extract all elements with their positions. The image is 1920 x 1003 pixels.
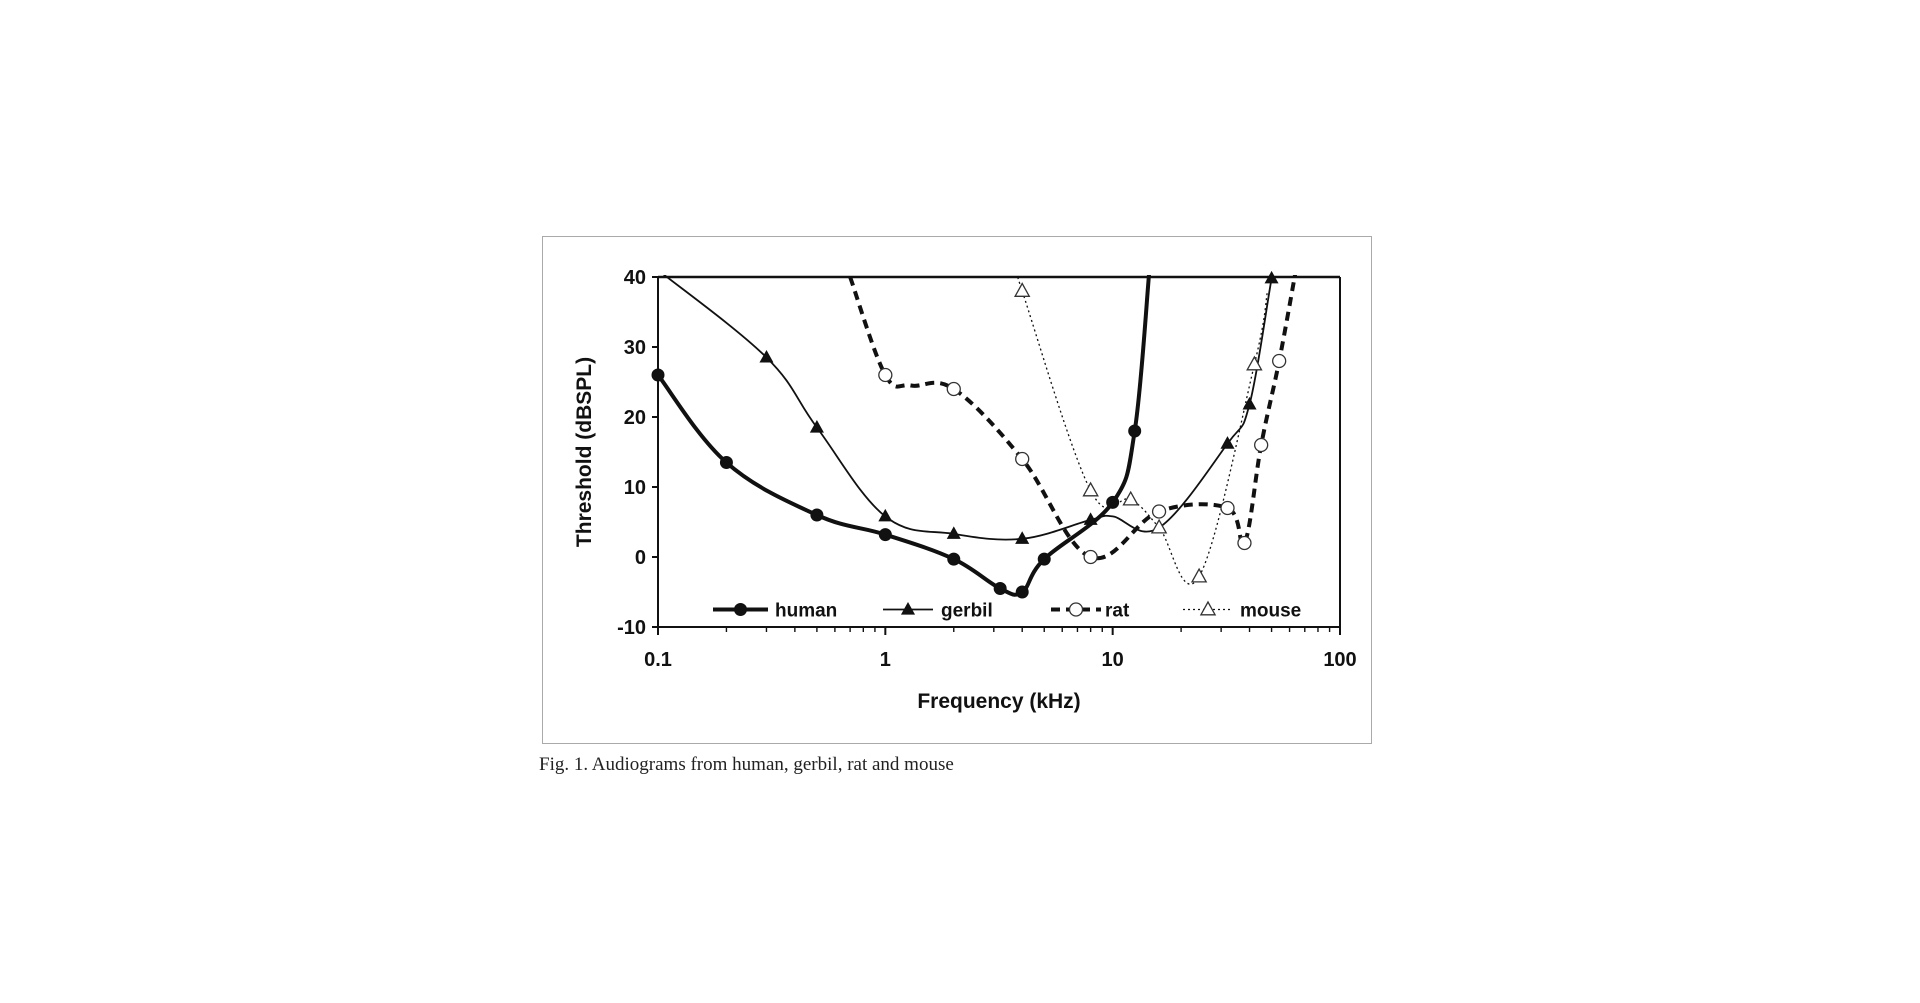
y-tick-label: -10 — [617, 617, 646, 639]
data-point-rat — [878, 367, 893, 383]
legend-label: human — [775, 601, 837, 622]
figure-caption: Fig. 1. Audiograms from human, gerbil, r… — [539, 754, 954, 775]
axes-layer: -10 0 10 20 30 40 0.1 1 10 100 Frequency (kHz) Thre… — [573, 267, 1357, 713]
data-point-human — [719, 456, 733, 469]
series-line-mouse — [1016, 275, 1269, 585]
y-tick-label: 10 — [624, 477, 646, 499]
data-point-mouse — [1246, 355, 1263, 371]
data-point-gerbil — [878, 508, 893, 522]
figure-frame: -10 0 10 20 30 40 0.1 1 10 100 Frequency (kHz) Thre… — [542, 236, 1372, 744]
data-point-rat — [1151, 504, 1167, 519]
legend-label: mouse — [1240, 601, 1301, 622]
data-point-gerbil — [759, 349, 774, 363]
data-point-rat — [1015, 451, 1030, 467]
data-point-human — [993, 582, 1007, 595]
data-point-mouse — [1013, 282, 1031, 297]
x-tick-label: 100 — [1323, 649, 1356, 671]
data-point-human — [1106, 495, 1120, 509]
data-point-gerbil — [1220, 436, 1235, 449]
legend-item-gerbil: gerbil — [883, 601, 993, 622]
series-lines-layer — [658, 275, 1298, 597]
y-axis-title: Threshold (dBSPL) — [573, 357, 596, 547]
legend-swatch-marker — [1199, 600, 1217, 616]
y-tick-label: 0 — [635, 547, 646, 569]
x-tick-label: 10 — [1102, 649, 1124, 671]
series-line-rat — [848, 275, 1298, 561]
x-tick-label: 0.1 — [644, 649, 672, 671]
y-tick-label: 30 — [624, 337, 646, 359]
data-point-mouse — [1122, 490, 1139, 506]
data-point-gerbil — [809, 419, 824, 433]
series-markers-layer — [651, 270, 1287, 599]
legend-item-human: human — [713, 601, 837, 622]
legend-swatch-marker — [900, 601, 916, 615]
legend-item-rat: rat — [1051, 601, 1130, 622]
data-point-gerbil — [1083, 512, 1098, 525]
data-point-rat — [1272, 353, 1287, 369]
data-point-rat — [946, 381, 961, 397]
legend-label: rat — [1105, 601, 1130, 622]
legend-swatch-marker — [734, 603, 747, 616]
data-point-rat — [1083, 549, 1098, 565]
data-point-human — [651, 368, 665, 382]
legend-swatch-marker — [1068, 602, 1084, 617]
data-point-gerbil — [1242, 396, 1257, 410]
y-tick-label: 20 — [624, 407, 646, 429]
x-axis-title: Frequency (kHz) — [917, 690, 1080, 713]
data-point-rat — [1237, 535, 1252, 551]
data-point-gerbil — [946, 526, 961, 539]
data-point-mouse — [1190, 567, 1208, 583]
data-point-gerbil — [1015, 531, 1030, 544]
legend-label: gerbil — [941, 601, 993, 622]
data-point-mouse — [1082, 481, 1099, 497]
data-point-human — [1037, 552, 1051, 566]
legend-item-mouse: mouse — [1183, 601, 1301, 622]
data-point-human — [1128, 424, 1142, 438]
data-point-human — [878, 528, 892, 542]
data-point-gerbil — [1264, 270, 1279, 284]
data-point-human — [947, 552, 961, 566]
data-point-human — [810, 508, 824, 522]
data-point-rat — [1254, 437, 1269, 453]
y-tick-label: 40 — [624, 267, 646, 289]
legend: human gerbil rat mouse — [713, 601, 1301, 622]
audiogram-chart: -10 0 10 20 30 40 0.1 1 10 100 Frequency (kHz) Thre… — [573, 267, 1357, 713]
data-point-mouse — [1150, 518, 1168, 534]
x-tick-label: 1 — [880, 649, 891, 671]
data-point-rat — [1220, 500, 1235, 516]
data-point-human — [1015, 585, 1029, 599]
